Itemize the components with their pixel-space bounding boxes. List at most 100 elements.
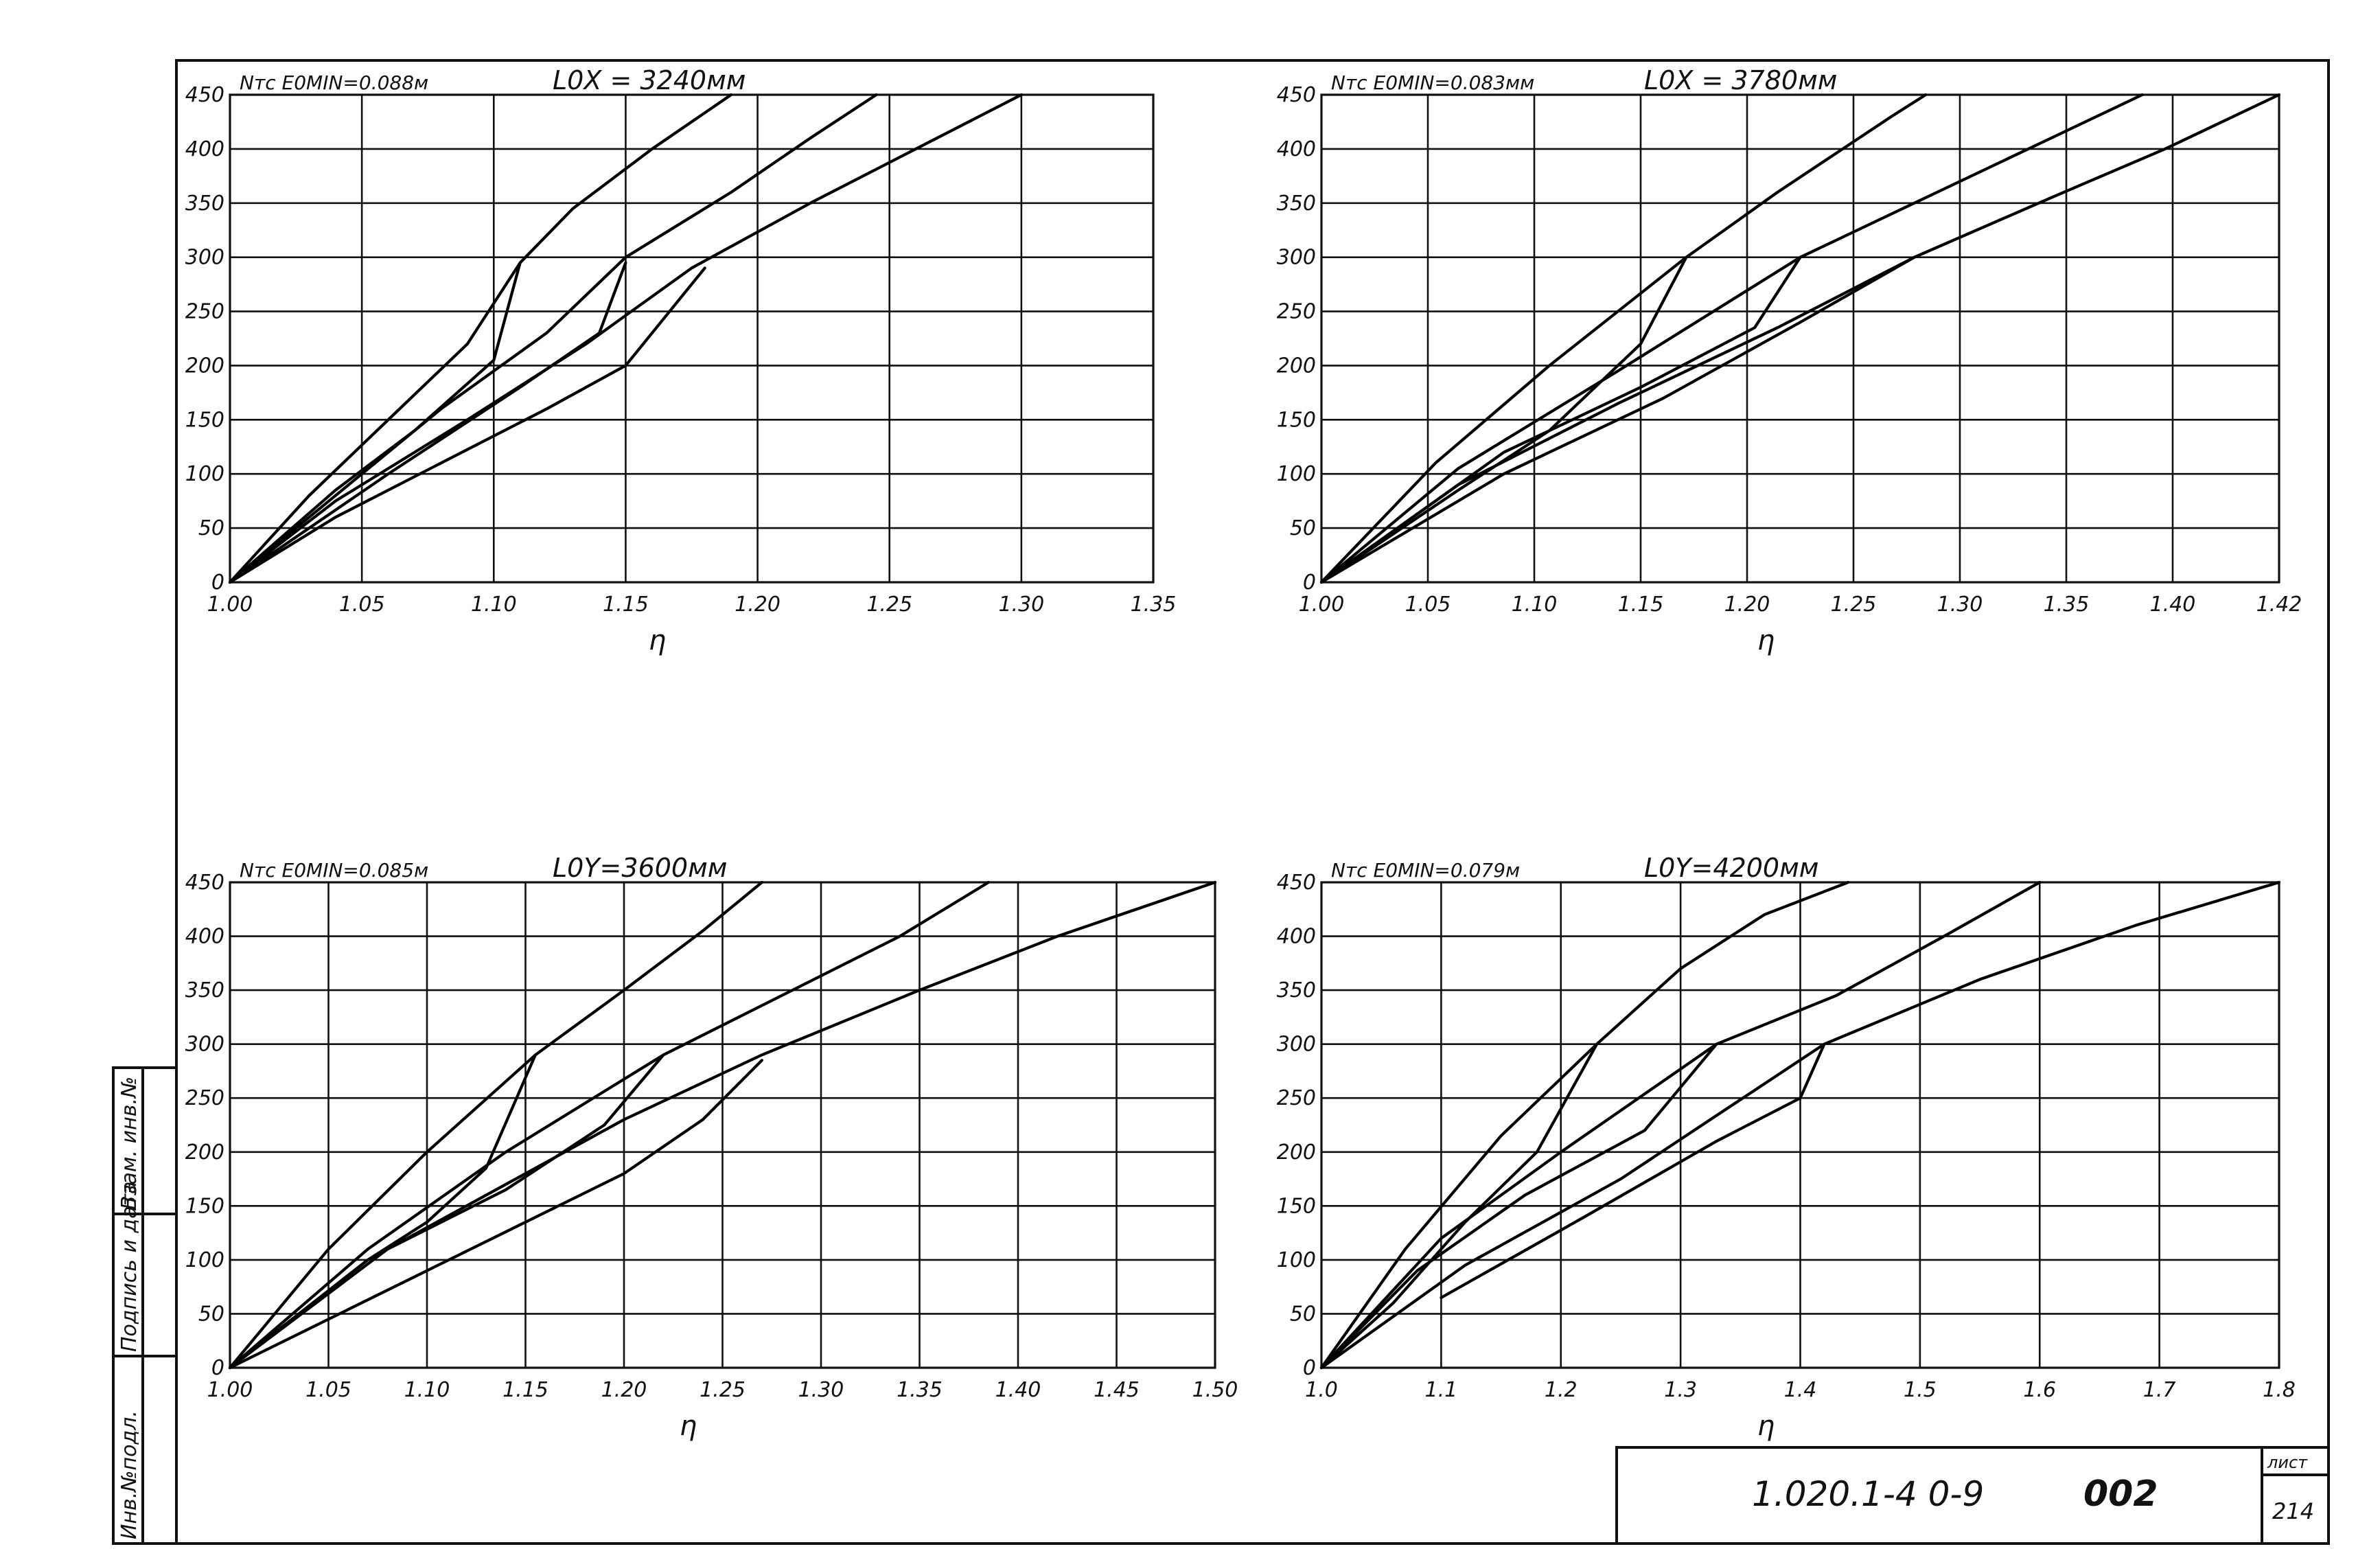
x-tick-label: 1.3 bbox=[1664, 1378, 1697, 1402]
x-tick-label: 1.7 bbox=[2143, 1378, 2176, 1402]
x-tick-label: 1.25 bbox=[866, 593, 912, 617]
y-tick-label: 150 bbox=[1277, 408, 1316, 432]
x-tick-label: 1.35 bbox=[897, 1378, 943, 1402]
series-line-6 bbox=[1319, 255, 1802, 584]
x-tick-label: 1.05 bbox=[339, 593, 385, 617]
x-tick-label: 1.20 bbox=[735, 593, 781, 617]
series-line-2 bbox=[228, 93, 878, 584]
series-line-6 bbox=[228, 261, 627, 584]
y-tick-label: 350 bbox=[185, 978, 224, 1002]
y-tick-label: 450 bbox=[185, 83, 224, 107]
y-tick-label: 350 bbox=[1277, 978, 1316, 1002]
y-tick-label: 250 bbox=[1277, 1086, 1316, 1110]
series-line-1 bbox=[228, 880, 764, 1370]
y-tick-label: 250 bbox=[1277, 300, 1316, 324]
y-tick-label: 400 bbox=[185, 925, 224, 949]
series-line-3 bbox=[228, 93, 1024, 584]
x-tick-label: 1.35 bbox=[1131, 593, 1177, 617]
x-tick-label: 1.40 bbox=[995, 1378, 1041, 1402]
plot-area bbox=[229, 881, 1216, 1369]
y-tick-label: 100 bbox=[1277, 1248, 1316, 1272]
x-tick-label: 1.15 bbox=[603, 593, 649, 617]
series-line-4 bbox=[228, 1059, 764, 1370]
x-tick-label: 1.50 bbox=[1192, 1378, 1238, 1402]
chart-header-left: Nтс E0MIN=0.079м bbox=[1331, 859, 1520, 882]
x-tick-label: 1.4 bbox=[1784, 1378, 1817, 1402]
title-block: 1.020.1-4 0-9 002 лист 214 bbox=[1615, 1446, 2330, 1545]
stamp-sheet-number: 214 bbox=[2272, 1498, 2314, 1524]
chart-header-left: Nтс E0MIN=0.085м bbox=[240, 859, 428, 882]
x-tick-label: 1.8 bbox=[2263, 1378, 2296, 1402]
chart-header-left: Nтс E0MIN=0.083мм bbox=[1331, 71, 1534, 94]
x-tick-label: 1.1 bbox=[1425, 1378, 1458, 1402]
series-line-1 bbox=[1319, 93, 1928, 584]
y-tick-label: 0 bbox=[211, 571, 224, 595]
y-tick-label: 200 bbox=[185, 354, 224, 378]
series-line-6 bbox=[228, 1053, 665, 1370]
chart-2: 1.00 1.05 1.10 1.15 1.20 1.25 1.30 1.35 1.40 1.42… bbox=[1277, 65, 2302, 656]
x-tick-label: 1.00 bbox=[207, 1378, 253, 1402]
x-tick-label: 1.25 bbox=[1831, 593, 1877, 617]
series-line-5 bbox=[228, 261, 522, 584]
series-line-5 bbox=[228, 1053, 538, 1370]
x-tick-label: 1.0 bbox=[1305, 1378, 1338, 1402]
x-tick-label: 1.10 bbox=[404, 1378, 450, 1402]
y-tick-label: 0 bbox=[1303, 571, 1316, 595]
series-line-5 bbox=[1319, 1042, 1599, 1370]
chart-header-right: L0X = 3780мм bbox=[1644, 65, 1837, 95]
x-axis-label: η bbox=[1757, 1410, 1775, 1442]
series-line-1 bbox=[228, 93, 733, 584]
chart-header-right: L0Y=3600мм bbox=[553, 853, 727, 883]
x-tick-label: 1.15 bbox=[1618, 593, 1664, 617]
x-tick-label: 1.40 bbox=[2150, 593, 2196, 617]
y-tick-label: 0 bbox=[1303, 1356, 1316, 1380]
series-line-4 bbox=[1440, 1042, 1826, 1300]
y-tick-label: 200 bbox=[1277, 354, 1316, 378]
y-tick-label: 300 bbox=[185, 246, 224, 270]
x-tick-label: 1.30 bbox=[798, 1378, 844, 1402]
series-line-6 bbox=[1319, 1042, 1718, 1370]
x-tick-label: 1.25 bbox=[700, 1378, 746, 1402]
stamp-code: 002 bbox=[2083, 1473, 2158, 1515]
x-tick-label: 1.10 bbox=[471, 593, 517, 617]
series-line-4 bbox=[228, 266, 706, 584]
x-tick-label: 1.20 bbox=[1724, 593, 1770, 617]
y-tick-label: 400 bbox=[1277, 137, 1316, 161]
side-strip: Взам. инв.№ Подпись и дата Инв.№подл. bbox=[112, 1066, 178, 1545]
plot-area bbox=[1320, 881, 2280, 1369]
chart-3: 1.00 1.05 1.10 1.15 1.20 1.25 1.30 1.35 1.40 1.45… bbox=[185, 853, 1238, 1442]
y-tick-label: 0 bbox=[211, 1356, 224, 1380]
x-tick-label: 1.35 bbox=[2044, 593, 2090, 617]
x-tick-label: 1.15 bbox=[502, 1378, 548, 1402]
y-tick-label: 150 bbox=[1277, 1194, 1316, 1218]
x-tick-label: 1.42 bbox=[2256, 593, 2302, 617]
y-tick-label: 400 bbox=[1277, 925, 1316, 949]
y-tick-label: 250 bbox=[185, 1086, 224, 1110]
x-tick-label: 1.2 bbox=[1545, 1378, 1578, 1402]
y-tick-label: 300 bbox=[185, 1033, 224, 1057]
sheet-frame bbox=[175, 59, 2330, 1545]
chart-4: 1.0 1.1 1.2 1.3 1.4 1.5 1.6 1.7 1.8 0 50 100 150 200 2… bbox=[1277, 853, 2296, 1442]
y-tick-label: 250 bbox=[185, 300, 224, 324]
chart-header-left: Nтс E0MIN=0.088м bbox=[240, 71, 428, 94]
series-line-4 bbox=[1319, 255, 1916, 584]
x-tick-label: 1.45 bbox=[1094, 1378, 1140, 1402]
x-axis-label: η bbox=[1757, 625, 1775, 656]
y-tick-label: 400 bbox=[185, 137, 224, 161]
x-tick-label: 1.30 bbox=[998, 593, 1044, 617]
x-axis-label: η bbox=[680, 1410, 697, 1442]
y-tick-label: 450 bbox=[1277, 83, 1316, 107]
y-tick-label: 100 bbox=[1277, 462, 1316, 486]
y-tick-label: 450 bbox=[185, 871, 224, 895]
side-label-signature: Подпись и дата bbox=[117, 1182, 141, 1353]
y-tick-label: 200 bbox=[1277, 1140, 1316, 1165]
chart-header-right: L0X = 3240мм bbox=[553, 65, 746, 95]
x-tick-label: 1.05 bbox=[1405, 593, 1451, 617]
y-tick-label: 350 bbox=[185, 192, 224, 216]
plot-area bbox=[1320, 93, 2280, 584]
stamp-designation: 1.020.1-4 0-9 bbox=[1752, 1474, 1984, 1514]
side-label-replaced-inv: Взам. инв.№ bbox=[117, 1077, 141, 1210]
x-tick-label: 1.10 bbox=[1512, 593, 1558, 617]
plot-area bbox=[229, 93, 1155, 584]
